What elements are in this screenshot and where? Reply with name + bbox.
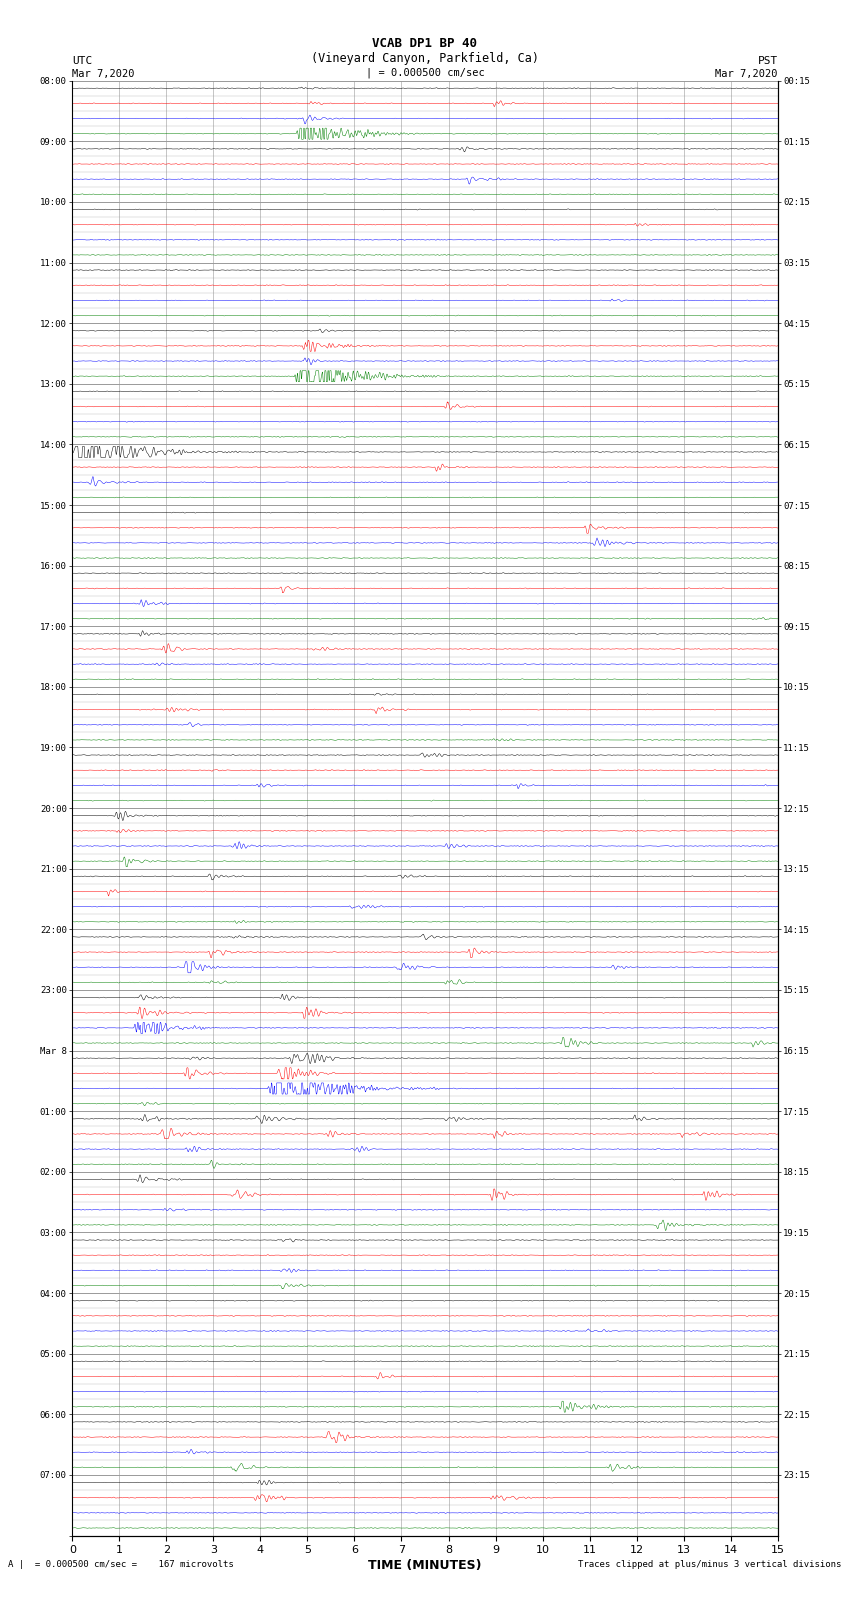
Text: Traces clipped at plus/minus 3 vertical divisions: Traces clipped at plus/minus 3 vertical … xyxy=(578,1560,842,1569)
Text: A |  = 0.000500 cm/sec =    167 microvolts: A | = 0.000500 cm/sec = 167 microvolts xyxy=(8,1560,235,1569)
Text: VCAB DP1 BP 40: VCAB DP1 BP 40 xyxy=(372,37,478,50)
Text: (Vineyard Canyon, Parkfield, Ca): (Vineyard Canyon, Parkfield, Ca) xyxy=(311,52,539,65)
Text: Mar 7,2020: Mar 7,2020 xyxy=(72,69,135,79)
Text: | = 0.000500 cm/sec: | = 0.000500 cm/sec xyxy=(366,68,484,79)
Text: UTC: UTC xyxy=(72,56,93,66)
Text: PST: PST xyxy=(757,56,778,66)
Text: Mar 7,2020: Mar 7,2020 xyxy=(715,69,778,79)
X-axis label: TIME (MINUTES): TIME (MINUTES) xyxy=(368,1560,482,1573)
